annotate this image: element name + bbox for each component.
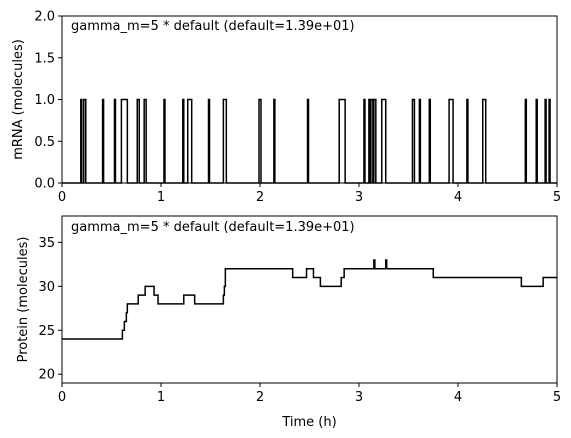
mrna-y-tick-label: 0.5 (34, 135, 55, 150)
protein-x-tick-label: 2 (256, 390, 264, 405)
mrna-y-ticks: 0.0 0.5 1.0 1.5 2.0 (34, 10, 62, 192)
mrna-x-tick-label: 1 (157, 190, 165, 205)
x-axis-label: Time (h) (281, 415, 336, 430)
protein-x-ticks: 0 1 2 3 4 5 (58, 383, 561, 405)
mrna-y-tick-label: 1.0 (34, 93, 55, 108)
mrna-y-tick-label: 2.0 (34, 10, 55, 25)
protein-x-tick-label: 5 (553, 390, 561, 405)
protein-y-tick-label: 35 (38, 236, 55, 251)
protein-x-tick-label: 3 (355, 390, 363, 405)
protein-plot-area (62, 216, 557, 383)
protein-x-tick-label: 4 (454, 390, 462, 405)
mrna-y-tick-label: 0.0 (34, 177, 55, 192)
protein-panel: 0 1 2 3 4 5 20 25 30 35 gamma_m=5 * default (def… (16, 215, 561, 430)
protein-y-tick-label: 20 (38, 368, 55, 383)
mrna-x-tick-label: 5 (553, 190, 561, 205)
protein-annotation: gamma_m=5 * default (default=1.39e+01) (71, 220, 355, 235)
mrna-panel: 0 1 2 3 4 5 0.0 0.5 1.0 1.5 2.0 gamma_m=5 * defau… (11, 10, 561, 206)
protein-series-line (62, 259, 557, 340)
protein-axes-frame (61, 215, 558, 384)
mrna-x-tick-label: 4 (454, 190, 462, 205)
protein-x-tick-label: 0 (58, 390, 66, 405)
protein-y-tick-label: 25 (38, 324, 55, 339)
mrna-x-tick-label: 3 (355, 190, 363, 205)
mrna-axes-frame (61, 15, 558, 184)
protein-y-axis-label: Protein (molecules) (16, 237, 31, 363)
protein-x-tick-label: 1 (157, 390, 165, 405)
mrna-annotation: gamma_m=5 * default (default=1.39e+01) (71, 19, 355, 34)
mrna-x-ticks: 0 1 2 3 4 5 (58, 183, 561, 205)
protein-y-ticks: 20 25 30 35 (38, 236, 62, 383)
mrna-x-tick-label: 0 (58, 190, 66, 205)
protein-y-tick-label: 30 (38, 280, 55, 295)
mrna-x-tick-label: 2 (256, 190, 264, 205)
mrna-y-axis-label: mRNA (molecules) (11, 39, 26, 160)
mrna-y-tick-label: 1.5 (34, 51, 55, 66)
